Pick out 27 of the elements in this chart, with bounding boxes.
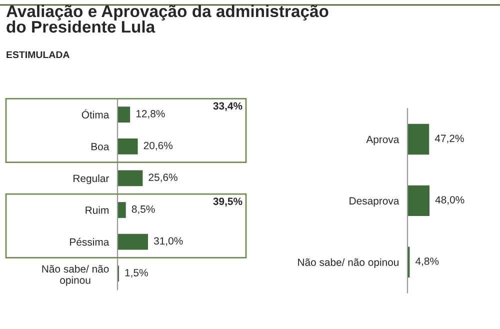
text: 33,4% [213, 102, 242, 112]
data-label: 47,2% [434, 134, 464, 144]
chart-title: Avaliação e Aprovação da administração do Presidente Lula [6, 4, 328, 33]
y-tick-label: Regular [74, 174, 109, 184]
data-label: 4,8% [415, 258, 439, 266]
bar [118, 202, 126, 218]
data-label: 25,6% [148, 174, 178, 182]
y-tick-label: Péssima [70, 238, 110, 246]
text: 39,5% [213, 198, 242, 207]
data-label: 8,5% [132, 205, 155, 214]
y-tick-label: Desaprova [350, 197, 400, 207]
y-tick-label: Aprova [366, 136, 400, 146]
data-label: 31,0% [154, 237, 183, 246]
text: ESTIMULADA [6, 51, 70, 58]
y-tick-label: Boa [91, 143, 110, 150]
bar [118, 234, 148, 250]
data-label: 1,5% [125, 269, 148, 278]
data-label: 20,6% [144, 142, 172, 150]
y-tick-label: Não sabe/ não opinou [42, 264, 109, 286]
y-tick-label: Ruim [86, 206, 108, 214]
y-tick-label: Não sabe/ não opinou [298, 258, 398, 268]
bar [118, 106, 130, 123]
bar [118, 170, 143, 186]
data-label: 48,0% [435, 196, 464, 205]
bar [118, 138, 138, 154]
data-label: 12,8% [136, 110, 165, 119]
y-tick-label: Ótima [82, 109, 110, 118]
